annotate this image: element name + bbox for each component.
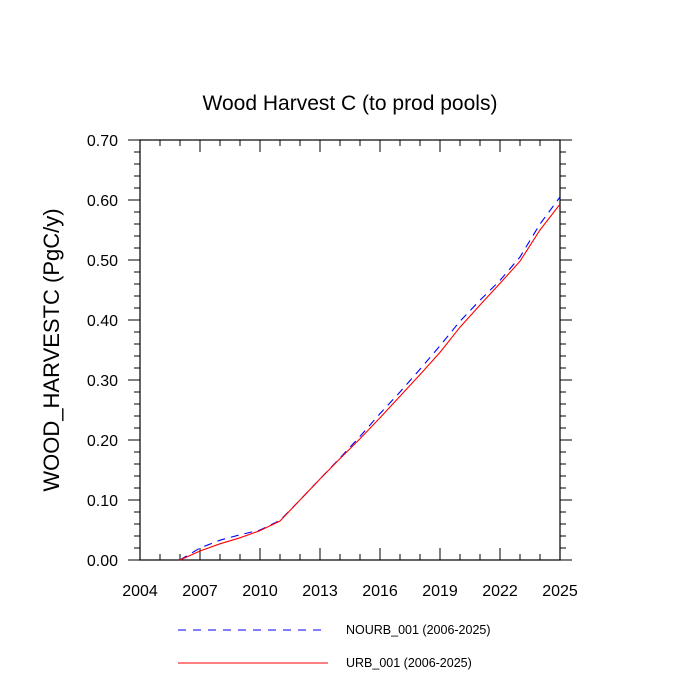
- x-tick-label: 2016: [362, 583, 398, 600]
- axis-tick-labels: 2004 2007 2010 2013 2016 2019 2022 2025 0.00 0.10…: [87, 133, 578, 600]
- y-tick-label: 0.60: [87, 193, 118, 210]
- y-tick-label: 0.00: [87, 553, 118, 570]
- series-line-nourb: [179, 196, 561, 561]
- y-tick-label: 0.30: [87, 373, 118, 390]
- legend: NOURB_001 (2006-2025) URB_001 (2006-2025…: [178, 623, 491, 670]
- x-tick-label: 2013: [302, 583, 338, 600]
- legend-label-urb: URB_001 (2006-2025): [346, 656, 472, 670]
- chart-title: Wood Harvest C (to prod pools): [203, 92, 498, 115]
- series-lines: [179, 196, 561, 561]
- axis-ticks: [128, 139, 572, 561]
- x-tick-label: 2019: [422, 583, 458, 600]
- x-tick-label: 2007: [182, 583, 218, 600]
- y-tick-label: 0.10: [87, 493, 118, 510]
- y-tick-label: 0.50: [87, 253, 118, 270]
- y-tick-label: 0.40: [87, 313, 118, 330]
- y-axis-label: WOOD_HARVESTC (PgC/y): [39, 208, 64, 491]
- y-tick-label: 0.20: [87, 433, 118, 450]
- legend-label-nourb: NOURB_001 (2006-2025): [346, 623, 491, 637]
- x-tick-label: 2010: [242, 583, 278, 600]
- x-tick-label: 2022: [482, 583, 518, 600]
- plot-frame: [139, 139, 561, 561]
- y-tick-label: 0.70: [87, 133, 118, 150]
- x-tick-label: 2004: [122, 583, 158, 600]
- x-tick-label: 2025: [542, 583, 578, 600]
- series-line-urb: [179, 203, 561, 561]
